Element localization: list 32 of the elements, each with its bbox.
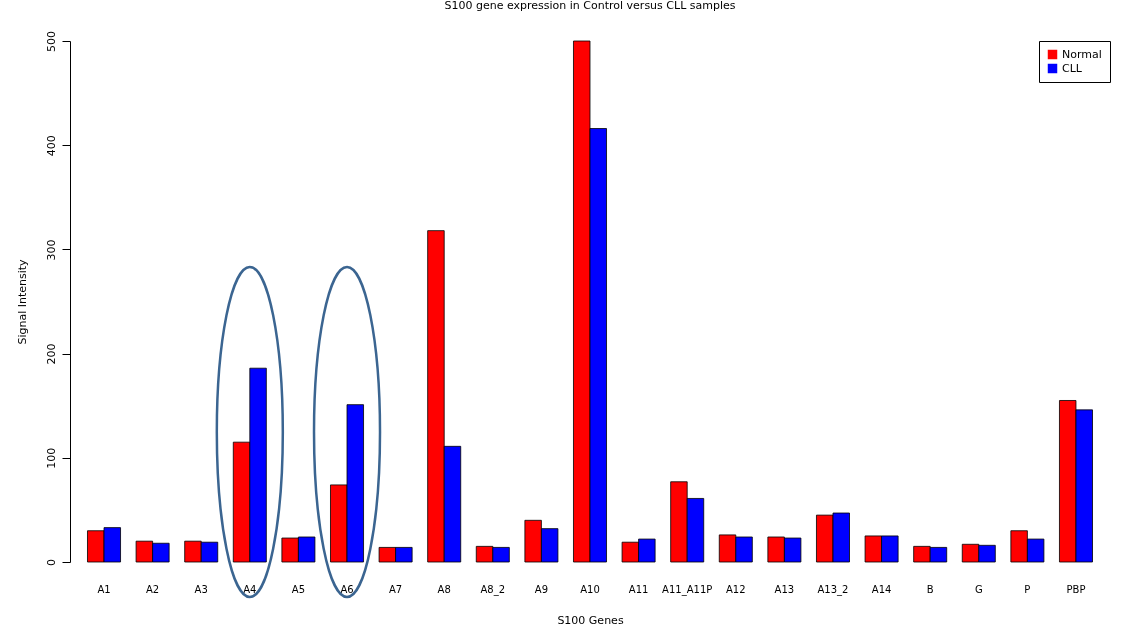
- y-tick-label: 0: [44, 559, 58, 566]
- x-tick-label: PBP: [1066, 583, 1086, 595]
- y-tick-label: 500: [44, 31, 58, 52]
- y-tick-label: 300: [44, 239, 58, 261]
- y-axis-title: Signal Intensity: [15, 258, 29, 345]
- y-tick-label: 400: [44, 135, 58, 157]
- x-tick-label: P: [1024, 583, 1031, 595]
- x-tick-label: A8: [437, 583, 451, 595]
- x-tick-label: A14: [871, 583, 892, 595]
- x-tick-label: A13: [774, 583, 795, 595]
- x-tick-label: G: [974, 583, 983, 595]
- x-tick-label: A7: [389, 583, 403, 595]
- legend-label: Normal: [1062, 47, 1102, 61]
- legend-label: CLL: [1062, 61, 1083, 75]
- x-axis-title: S100 Genes: [557, 613, 624, 627]
- y-tick-label: 200: [44, 343, 58, 365]
- x-tick-label: A5: [291, 583, 306, 595]
- x-tick-label: A11: [628, 583, 649, 595]
- x-tick-label: A4: [243, 583, 257, 595]
- x-tick-label: A2: [146, 583, 160, 595]
- x-tick-label: A13_2: [817, 583, 849, 596]
- x-tick-label: A10: [580, 583, 600, 595]
- x-tick-label: A3: [194, 583, 208, 595]
- x-tick-label: A11_A11P: [662, 583, 713, 596]
- x-tick-label: A8_2: [480, 583, 506, 596]
- x-tick-label: A6: [340, 583, 354, 595]
- x-tick-label: A9: [534, 583, 548, 595]
- x-tick-label: B: [926, 583, 934, 595]
- x-tick-label: A1: [97, 583, 111, 595]
- y-tick-label: 100: [44, 447, 58, 469]
- chart-title: S100 gene expression in Control versus CLL samples: [444, 0, 736, 12]
- x-tick-label: A12: [726, 583, 746, 595]
